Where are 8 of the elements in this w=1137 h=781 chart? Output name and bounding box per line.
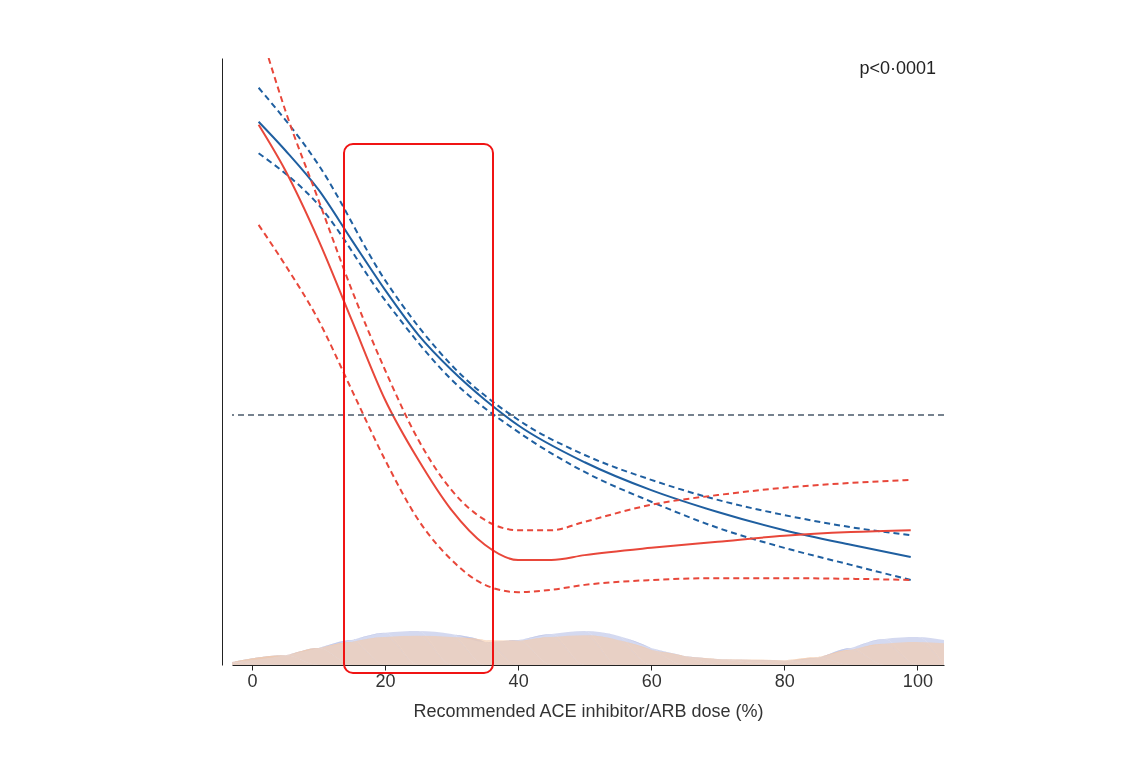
x-tick-label: 80	[774, 670, 795, 691]
x-tick-label: 100	[902, 670, 933, 691]
annotation: p<0·0001	[859, 58, 936, 78]
x-axis-title: Recommended ACE inhibitor/ARB dose (%)	[413, 700, 764, 721]
x-tick-label: 60	[641, 670, 662, 691]
x-tick-label: 40	[508, 670, 529, 691]
x-tick-label: 20	[375, 670, 396, 691]
x-tick-label: 0	[247, 670, 258, 691]
